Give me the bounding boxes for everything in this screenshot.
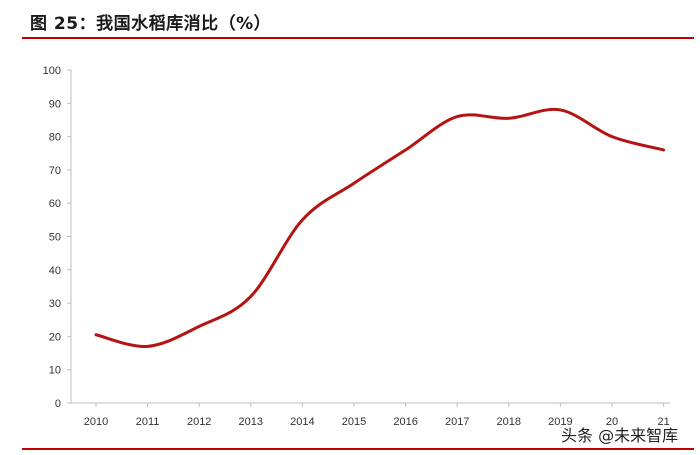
y-tick-label: 60 bbox=[49, 198, 61, 210]
x-tick-label: 2015 bbox=[342, 416, 366, 428]
x-tick-label: 2011 bbox=[136, 416, 160, 428]
x-tick-label: 2019 bbox=[548, 416, 572, 428]
watermark-text: 头条 @未来智库 bbox=[561, 426, 679, 445]
y-tick-label: 90 bbox=[49, 98, 61, 110]
x-tick-label: 21 bbox=[657, 416, 669, 428]
y-tick-label: 20 bbox=[49, 331, 61, 343]
y-tick-label: 30 bbox=[49, 298, 61, 310]
y-tick-label: 0 bbox=[55, 398, 61, 410]
x-tick-label: 2014 bbox=[290, 416, 314, 428]
x-tick-label: 2013 bbox=[239, 416, 263, 428]
x-tick-label: 20 bbox=[606, 416, 618, 428]
y-tick-label: 100 bbox=[43, 65, 61, 77]
watermark: 头条 @未来智库 bbox=[561, 422, 678, 446]
y-tick-label: 40 bbox=[49, 265, 61, 277]
x-tick-label: 2016 bbox=[393, 416, 417, 428]
title-divider bbox=[22, 37, 694, 39]
y-tick-label: 80 bbox=[49, 132, 61, 144]
x-tick-label: 2012 bbox=[187, 416, 211, 428]
bottom-divider bbox=[22, 448, 694, 450]
y-tick-label: 70 bbox=[49, 165, 61, 177]
chart-title: 图 25：我国水稻库消比（%） bbox=[30, 14, 272, 34]
series-line bbox=[94, 107, 666, 348]
x-tick-label: 2018 bbox=[497, 416, 521, 428]
x-tick-label: 2017 bbox=[445, 416, 469, 428]
y-tick-label: 50 bbox=[49, 232, 61, 244]
x-tick-label: 2010 bbox=[84, 416, 108, 428]
y-tick-label: 10 bbox=[49, 365, 61, 377]
